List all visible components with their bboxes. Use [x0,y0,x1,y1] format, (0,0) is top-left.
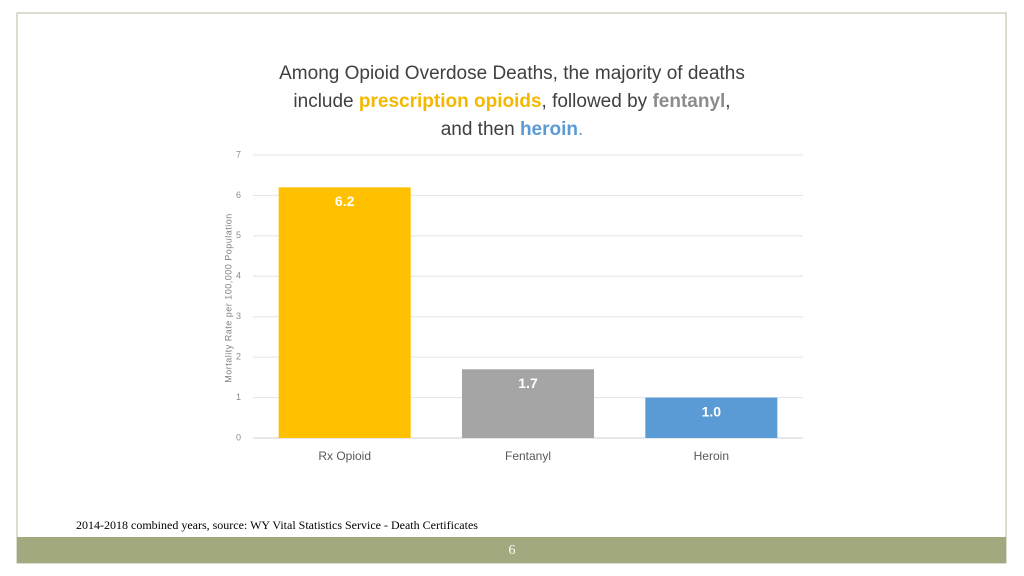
value-label: 1.0 [702,403,722,419]
title-part: , followed by [541,91,653,112]
chart-title: Among Opioid Overdose Deaths, the majori… [277,60,747,144]
x-tick-label: Fentanyl [505,449,551,463]
y-tick-label: 0 [236,432,241,442]
source-note: 2014-2018 combined years, source: WY Vit… [76,518,478,532]
title-part: fentanyl [652,91,726,112]
bar [278,187,411,438]
title-part: , and then [440,91,731,140]
bar [645,397,778,438]
y-tick-label: 1 [236,392,241,402]
value-label: 6.2 [335,193,355,209]
y-tick-label: 6 [236,190,241,200]
title-part: heroin [519,119,579,140]
x-tick-label: Heroin [694,449,729,463]
y-tick-label: 3 [236,311,241,321]
y-tick-label: 5 [236,230,241,240]
y-axis-label: Mortality Rate per 100,000 Population [223,213,233,383]
title-part: Among Opioid Overdose Deaths, the majori… [279,63,745,112]
y-tick-label: 7 [236,149,241,159]
y-tick-label: 4 [236,271,241,281]
value-label: 1.7 [518,375,538,391]
footer-band [17,537,1006,563]
page-number: 6 [509,543,516,558]
y-tick-label: 2 [236,352,241,362]
title-part: . [578,119,584,140]
bar [462,369,594,438]
x-tick-label: Rx Opioid [318,449,371,463]
title-part: prescription opioids [358,91,542,112]
